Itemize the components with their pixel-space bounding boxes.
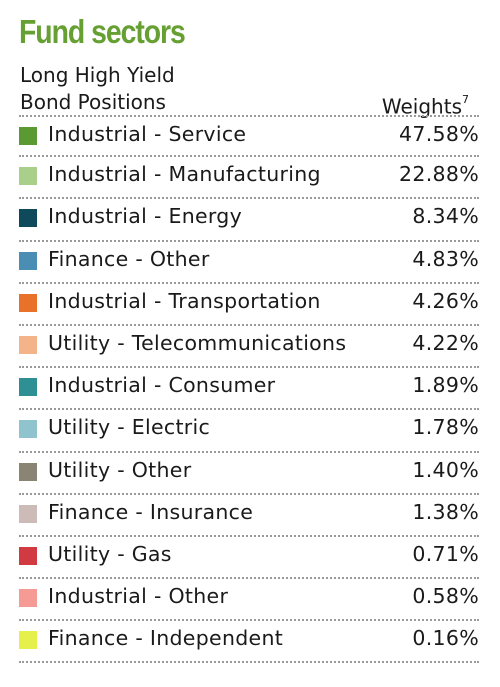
sector-label: Industrial - Other xyxy=(48,584,229,609)
legend-swatch xyxy=(19,589,37,608)
sector-weight: 1.38% xyxy=(412,499,479,524)
sector-table: Industrial - Service 47.58% Industrial - M… xyxy=(19,115,479,664)
table-row: Industrial - Transportation 4.26% xyxy=(19,284,479,326)
sector-label: Utility - Telecommunications xyxy=(48,330,347,355)
sector-weight: 1.89% xyxy=(412,373,479,398)
legend-swatch xyxy=(19,209,37,228)
column-header-weights-label: Weights xyxy=(381,94,462,119)
sector-label: Utility - Electric xyxy=(48,415,211,440)
sector-label: Finance - Independent xyxy=(48,626,284,651)
legend-swatch xyxy=(19,631,37,650)
table-row: Finance - Independent 0.16% xyxy=(19,621,479,664)
table-row: Finance - Insurance 1.38% xyxy=(19,495,479,537)
sector-label: Industrial - Consumer xyxy=(48,373,276,398)
legend-swatch xyxy=(19,167,37,186)
sector-label: Finance - Insurance xyxy=(48,499,254,524)
table-row: Utility - Electric 1.78% xyxy=(19,410,479,453)
column-header-positions: Long High Yield Bond Positions xyxy=(20,62,175,116)
sector-weight: 0.71% xyxy=(412,541,479,566)
table-row: Industrial - Service 47.58% xyxy=(19,115,479,158)
table-row: Utility - Other 1.40% xyxy=(19,453,479,495)
table-row: Industrial - Other 0.58% xyxy=(19,579,479,622)
legend-swatch xyxy=(19,335,37,354)
table-row: Industrial - Manufacturing 22.88% xyxy=(19,157,479,200)
sector-weight: 4.26% xyxy=(412,288,479,313)
table-row: Finance - Other 4.83% xyxy=(19,242,479,284)
sector-weight: 47.58% xyxy=(399,122,479,146)
fund-sectors-panel: Fund sectors Long High Yield Bond Positi… xyxy=(19,0,479,687)
table-row: Industrial - Energy 8.34% xyxy=(19,199,479,242)
column-header-positions-line1: Long High Yield xyxy=(20,63,175,87)
legend-swatch xyxy=(19,251,37,270)
sector-label: Utility - Other xyxy=(48,457,192,482)
legend-swatch xyxy=(19,546,37,565)
sector-label: Industrial - Energy xyxy=(48,204,243,229)
legend-swatch xyxy=(19,127,37,145)
table-row: Utility - Telecommunications 4.22% xyxy=(19,326,479,369)
sector-weight: 8.34% xyxy=(412,204,479,229)
sector-weight: 1.78% xyxy=(412,415,479,440)
sector-weight: 22.88% xyxy=(399,162,479,187)
page-title: Fund sectors xyxy=(19,13,186,50)
column-header-weights: Weights7 xyxy=(382,89,469,121)
table-row: Industrial - Consumer 1.89% xyxy=(19,368,479,411)
sector-label: Industrial - Service xyxy=(48,122,247,146)
legend-swatch xyxy=(19,462,37,481)
legend-swatch xyxy=(19,378,37,397)
table-row: Utility - Gas 0.71% xyxy=(19,537,479,580)
sector-label: Finance - Other xyxy=(48,246,210,271)
sector-label: Industrial - Transportation xyxy=(48,288,321,313)
sector-label: Industrial - Manufacturing xyxy=(48,162,321,187)
column-header-positions-line2: Bond Positions xyxy=(20,90,166,114)
legend-swatch xyxy=(19,504,37,523)
sector-weight: 4.83% xyxy=(412,246,479,271)
legend-swatch xyxy=(19,293,37,312)
sector-weight: 4.22% xyxy=(412,330,479,355)
sector-label: Utility - Gas xyxy=(48,541,172,566)
sector-weight: 0.58% xyxy=(412,584,479,609)
footnote-marker: 7 xyxy=(462,93,469,106)
sector-weight: 1.40% xyxy=(412,457,479,482)
legend-swatch xyxy=(19,420,37,439)
sector-weight: 0.16% xyxy=(412,626,479,651)
